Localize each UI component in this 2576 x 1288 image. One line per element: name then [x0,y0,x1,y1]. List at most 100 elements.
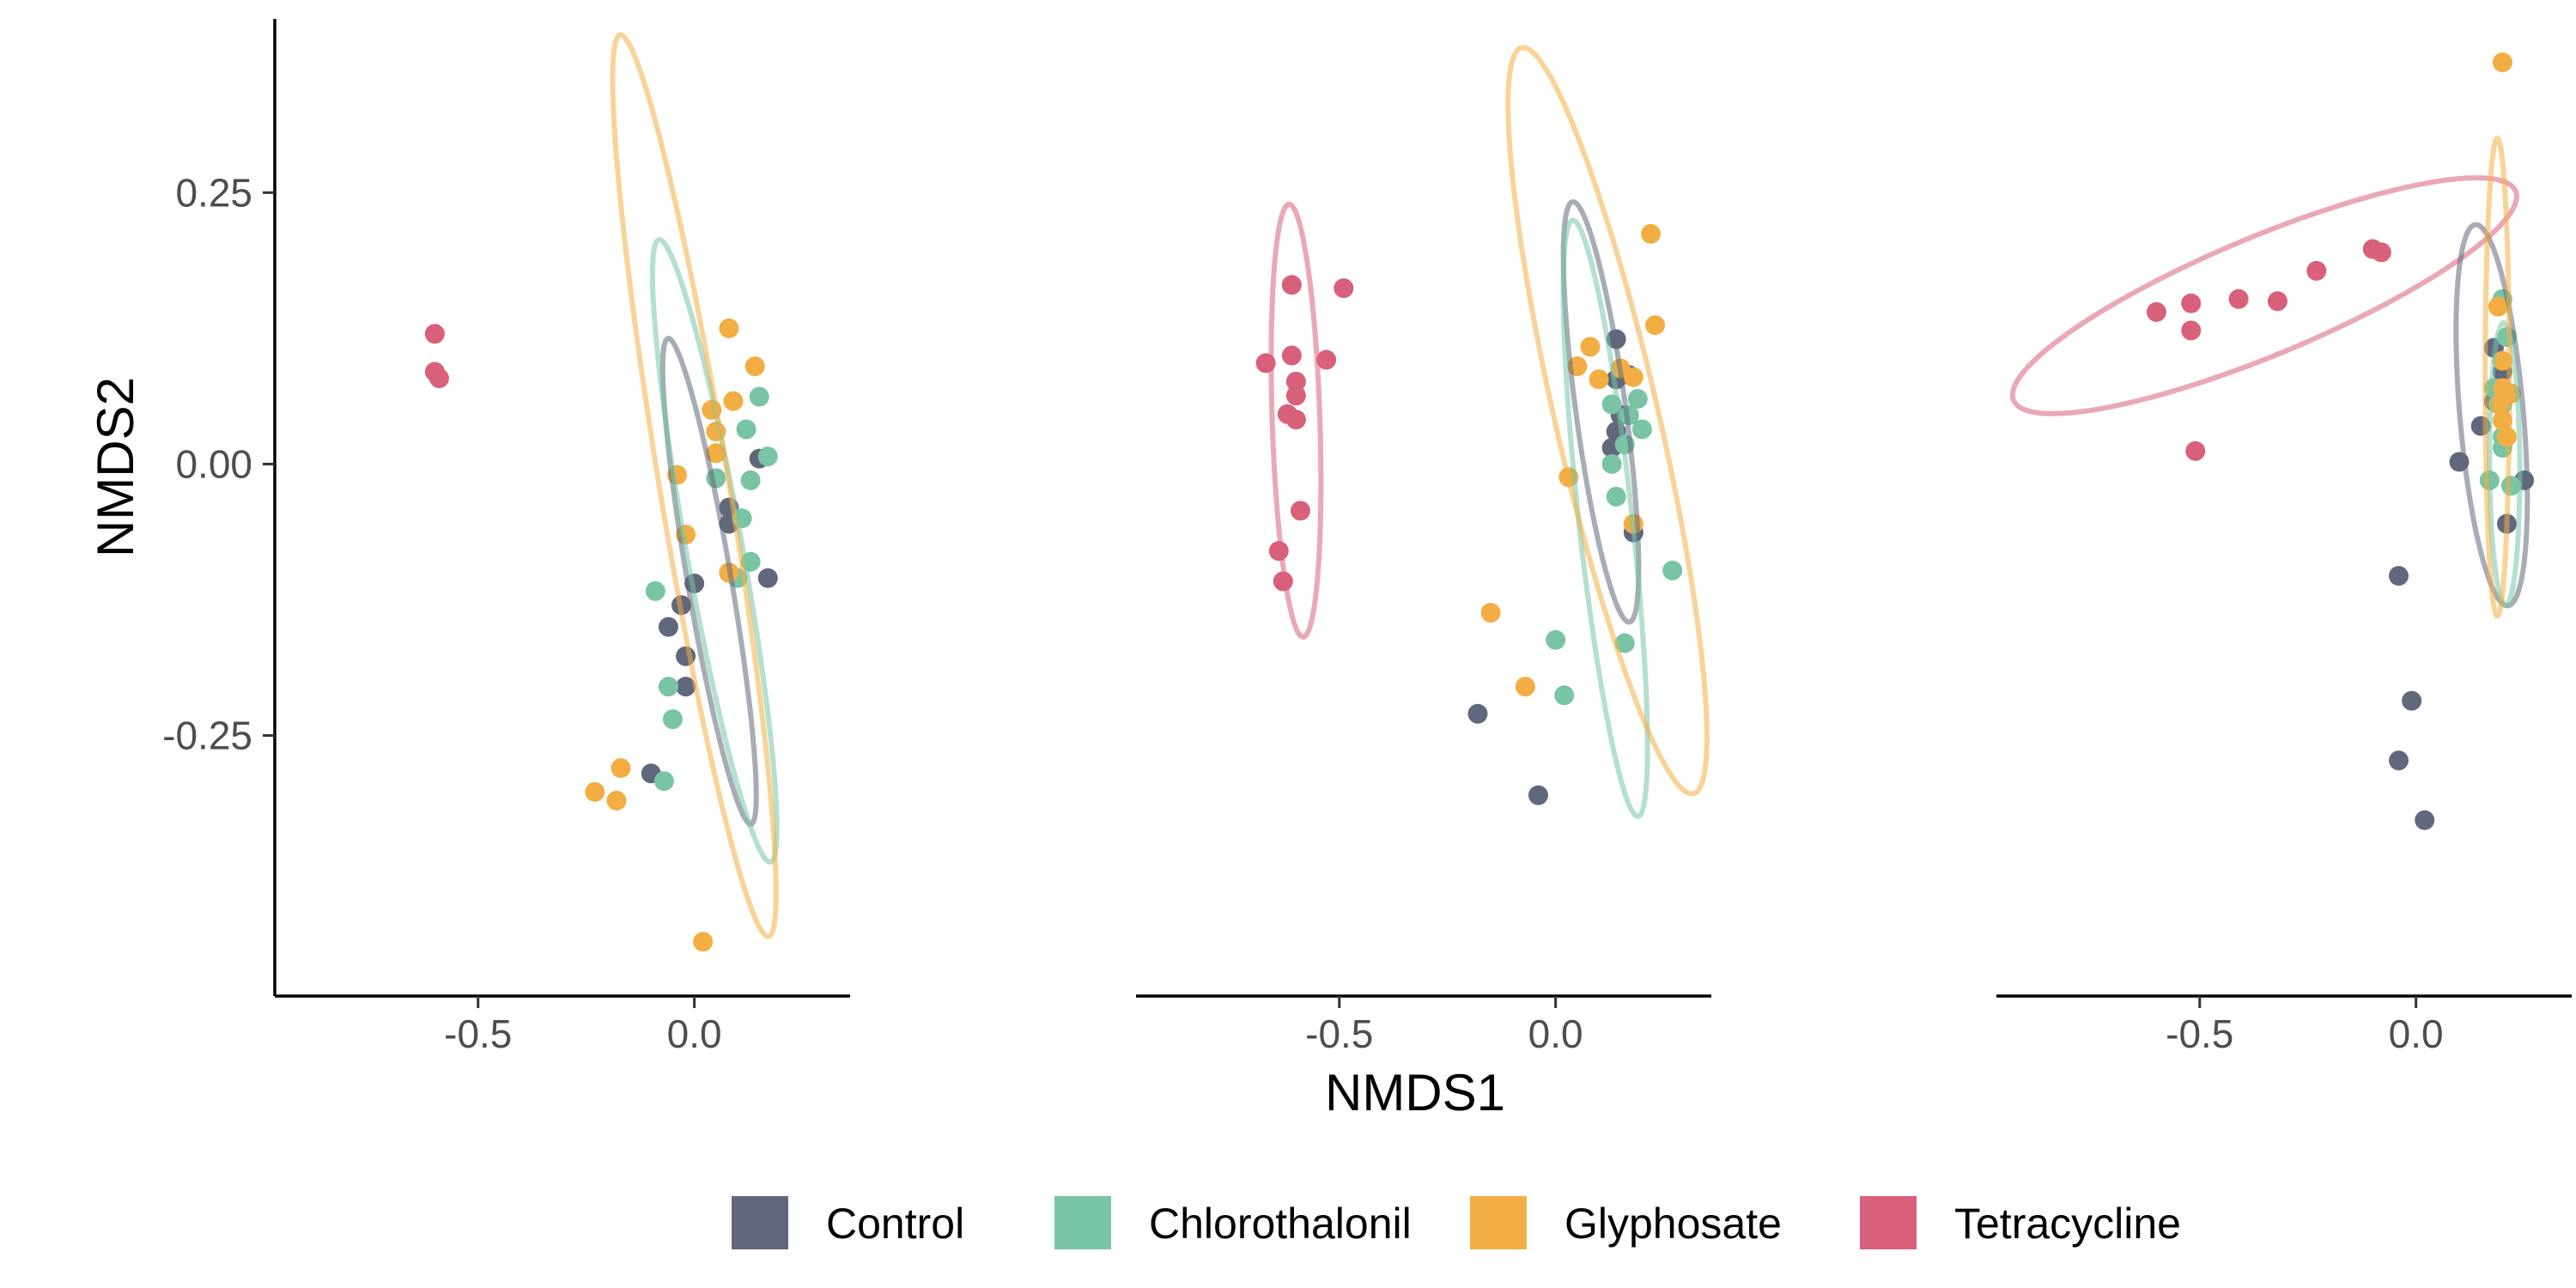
x-tick-label: 0.0 [2389,1012,2444,1056]
point-glyphosate [723,391,744,411]
ellipse-chlorothalonil [649,237,780,865]
x-tick-label: 0.0 [1528,1012,1583,1056]
point-control [2402,690,2422,711]
point-glyphosate [611,757,631,778]
point-chlorothalonil [1662,560,1683,580]
point-control [676,677,696,697]
point-glyphosate [744,356,765,377]
x-tick-label: -0.5 [2166,1012,2233,1056]
point-glyphosate [1645,315,1666,336]
x-tick-label: -0.5 [1305,1012,1373,1056]
legend-item-tetracycline: Tetracycline [1860,1196,2181,1249]
ellipse-glyphosate [610,32,779,939]
point-chlorothalonil [1601,453,1622,474]
legend-item-control: Control [732,1196,964,1249]
panel-2: -0.5 0.0 [1136,45,1711,1056]
point-chlorothalonil [662,709,683,730]
ellipse-tetracycline [1268,201,1324,640]
legend-label: Chlorothalonil [1149,1200,1412,1248]
point-control [1467,703,1488,724]
point-glyphosate [1623,367,1643,387]
point-tetracycline [2306,260,2327,281]
point-glyphosate [1589,369,1609,390]
point-chlorothalonil [1554,685,1575,706]
point-control [2388,750,2409,771]
ellipse-tetracycline [2009,175,2519,416]
point-tetracycline [424,324,445,344]
point-tetracycline [1281,275,1302,295]
legend-swatch [1470,1196,1527,1249]
point-glyphosate [606,790,627,811]
point-glyphosate [1640,223,1661,244]
ellipse-control [2453,222,2530,609]
legend-item-chlorothalonil: Chlorothalonil [1054,1196,1412,1249]
point-control [2415,810,2435,830]
point-tetracycline [1316,349,1337,370]
panel-1: -0.5 0.0 0.25 0.00 -0.25 [162,19,850,1056]
point-tetracycline [1285,386,1306,406]
point-chlorothalonil [653,771,674,792]
y-tick-label: 0.00 [175,441,252,486]
x-tick-label: -0.5 [444,1012,512,1056]
legend-item-glyphosate: Glyphosate [1470,1196,1782,1249]
ellipse-glyphosate [1505,45,1710,797]
panel-plot-area [1255,45,1710,819]
point-tetracycline [2146,301,2166,322]
point-chlorothalonil [645,580,665,601]
point-tetracycline [2181,320,2202,341]
legend: Control Chlorothalonil Glyphosate Tetracycl… [732,1196,2181,1249]
point-tetracycline [2228,289,2249,309]
point-glyphosate [1515,677,1535,697]
ellipse-control [659,335,759,827]
point-glyphosate [1580,337,1601,357]
ellipse-chlorothalonil [1560,217,1650,819]
point-chlorothalonil [740,470,761,490]
panels-layer: -0.5 0.0 0.25 0.00 -0.25 -0.5 0.0 -0.5 0.0 [162,19,2572,1056]
point-chlorothalonil [1614,633,1635,653]
panel-plot-area [424,32,780,952]
point-chlorothalonil [1627,389,1648,410]
legend-swatch [1860,1196,1917,1249]
point-chlorothalonil [736,419,756,440]
ellipse-glyphosate [2482,135,2512,619]
point-chlorothalonil [658,677,678,697]
point-glyphosate [585,781,605,802]
point-control [2388,566,2409,586]
point-control [1528,785,1548,805]
point-tetracycline [2185,440,2206,461]
point-tetracycline [1290,501,1310,521]
panel-plot-area [2009,52,2535,830]
point-tetracycline [428,368,449,389]
point-tetracycline [2267,291,2287,312]
point-chlorothalonil [1546,629,1566,650]
point-glyphosate [2492,52,2512,73]
point-chlorothalonil [757,447,778,467]
legend-label: Glyphosate [1564,1200,1782,1248]
y-tick-label: 0.25 [175,170,252,215]
point-chlorothalonil [1631,419,1652,440]
point-control [658,617,678,637]
panel-3: -0.5 0.0 [1996,52,2572,1056]
point-chlorothalonil [1606,486,1626,507]
point-tetracycline [2371,242,2391,263]
x-axis-title: NMDS1 [1325,1064,1505,1121]
point-tetracycline [2181,293,2202,313]
x-tick-label: 0.0 [667,1012,722,1056]
y-axis-title: NMDS2 [87,377,144,557]
point-tetracycline [1285,410,1306,430]
point-glyphosate [693,932,714,952]
legend-label: Tetracycline [1954,1200,2181,1248]
y-tick-label: -0.25 [162,714,252,758]
point-glyphosate [1480,603,1501,623]
legend-swatch [1054,1196,1111,1249]
point-tetracycline [1334,278,1354,299]
legend-label: Control [826,1200,964,1248]
legend-swatch [732,1196,788,1249]
point-glyphosate [2488,296,2508,317]
point-chlorothalonil [749,386,769,407]
point-tetracycline [1281,345,1302,366]
point-glyphosate [719,318,739,338]
point-tetracycline [1285,371,1306,392]
point-control [757,568,778,588]
